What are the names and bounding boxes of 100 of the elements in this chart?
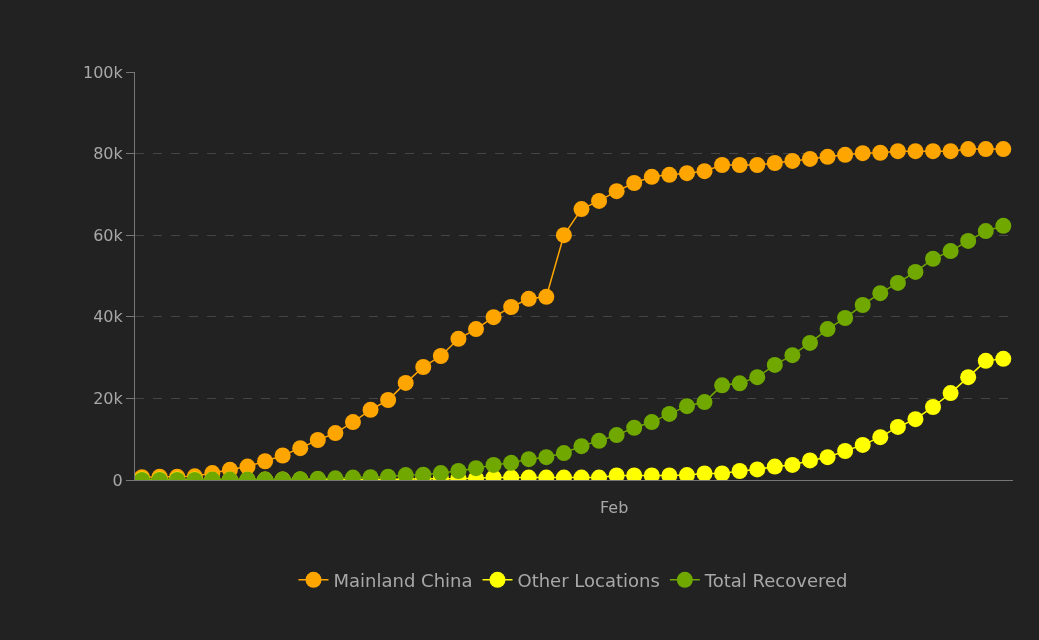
point	[696, 394, 713, 411]
point	[696, 163, 713, 180]
point	[995, 217, 1012, 234]
point	[643, 414, 660, 431]
point	[925, 250, 942, 267]
point	[854, 145, 871, 162]
point	[450, 463, 467, 480]
point	[977, 352, 994, 369]
point	[415, 466, 432, 480]
text: Feb	[600, 498, 629, 517]
point	[485, 309, 502, 326]
point	[714, 157, 731, 174]
point	[292, 440, 309, 457]
point	[837, 146, 854, 163]
y-tick-label: 60k	[93, 225, 124, 245]
point	[766, 154, 783, 171]
point	[889, 143, 906, 160]
point	[854, 436, 871, 453]
point	[925, 143, 942, 160]
point	[591, 432, 608, 449]
point	[942, 243, 959, 260]
point	[801, 452, 818, 469]
point	[960, 141, 977, 158]
point	[907, 411, 924, 428]
point	[714, 465, 731, 480]
point	[591, 192, 608, 209]
point	[468, 460, 485, 477]
point	[784, 456, 801, 473]
y-tick-label: 40k	[93, 307, 124, 327]
point	[837, 443, 854, 460]
point	[661, 166, 678, 183]
point	[309, 432, 326, 449]
point	[960, 232, 977, 249]
legend-label: Total Recovered	[703, 569, 848, 591]
y-tick-label: 0	[112, 470, 123, 490]
point	[731, 157, 748, 174]
point	[960, 369, 977, 386]
point	[555, 445, 572, 462]
point	[520, 290, 537, 307]
point	[872, 144, 889, 161]
point	[731, 463, 748, 480]
point	[995, 350, 1012, 367]
point	[362, 401, 379, 418]
point	[977, 141, 994, 158]
point	[766, 356, 783, 373]
point	[696, 465, 713, 480]
point	[643, 168, 660, 185]
point	[415, 358, 432, 375]
point	[766, 458, 783, 475]
point	[257, 453, 274, 470]
point	[503, 454, 520, 471]
point	[538, 288, 555, 305]
point	[274, 447, 291, 464]
y-tick-label: 20k	[93, 389, 124, 408]
point	[801, 150, 818, 167]
point	[942, 385, 959, 402]
legend-label: Mainland China	[333, 569, 473, 591]
point	[555, 227, 572, 244]
point	[889, 418, 906, 435]
point	[801, 334, 818, 351]
point	[872, 429, 889, 446]
point	[731, 375, 748, 392]
point	[854, 296, 871, 313]
point	[837, 310, 854, 327]
point	[907, 263, 924, 280]
point	[784, 152, 801, 169]
point	[678, 398, 695, 415]
point	[995, 141, 1012, 158]
point	[819, 148, 836, 165]
point	[608, 427, 625, 444]
point	[608, 183, 625, 200]
point	[573, 438, 590, 455]
point	[942, 143, 959, 160]
point	[626, 174, 643, 191]
point	[450, 330, 467, 347]
point	[977, 223, 994, 240]
point	[678, 165, 695, 182]
point	[432, 347, 449, 364]
point	[925, 398, 942, 415]
point	[573, 201, 590, 218]
point	[626, 419, 643, 436]
point	[397, 374, 414, 391]
point	[661, 405, 678, 422]
point	[485, 456, 502, 473]
point	[749, 461, 766, 478]
y-tick-label: 80k	[93, 144, 124, 164]
point	[819, 321, 836, 338]
point	[538, 449, 555, 466]
legend-label: Other Locations	[517, 569, 660, 591]
point	[784, 347, 801, 364]
point	[749, 157, 766, 174]
point	[872, 285, 889, 302]
point	[889, 274, 906, 291]
point	[344, 414, 361, 431]
point	[468, 321, 485, 338]
point	[380, 392, 397, 409]
point	[907, 143, 924, 160]
point	[714, 377, 731, 394]
point	[749, 369, 766, 386]
point	[520, 451, 537, 468]
